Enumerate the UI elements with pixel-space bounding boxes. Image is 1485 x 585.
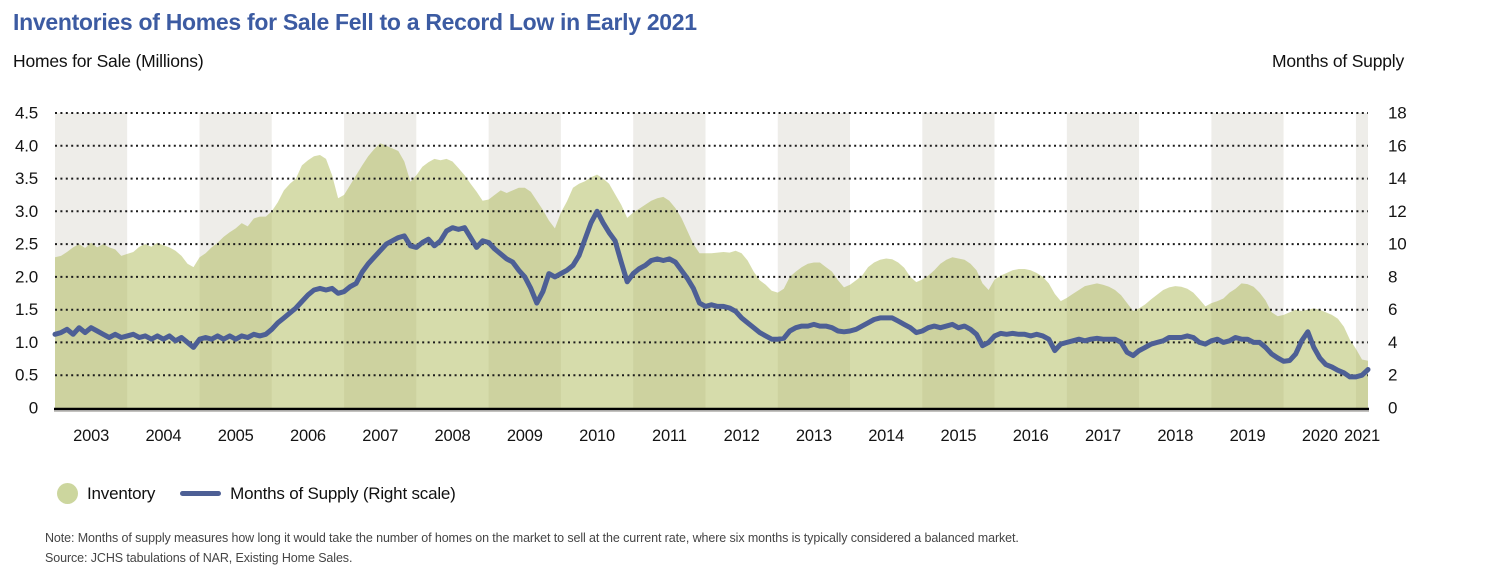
months-of-supply-line [52, 208, 1371, 380]
x-axis-year-label: 2018 [1157, 427, 1193, 445]
year-band-2015 [922, 113, 995, 408]
right-axis-tick: 4 [1388, 333, 1397, 352]
x-axis-year-label: 2003 [73, 427, 109, 445]
left-axis-tick: 0.5 [15, 366, 38, 385]
x-axis-year-label: 2011 [652, 427, 687, 445]
year-band-2018 [1139, 113, 1212, 408]
x-axis-year-label: 2019 [1230, 427, 1266, 445]
x-axis-year-label: 2009 [507, 427, 543, 445]
year-band-2012 [705, 113, 778, 408]
inventory-legend-swatch [57, 483, 78, 504]
note-text: Note: Months of supply measures how long… [45, 531, 1019, 545]
left-axis-tick: 0 [29, 399, 38, 418]
year-band-2021 [1355, 113, 1368, 408]
x-axis-year-label: 2006 [290, 427, 326, 445]
x-axis-year-label: 2012 [724, 427, 760, 445]
x-axis-year-label: 2004 [145, 427, 181, 445]
year-band-2013 [777, 113, 851, 408]
right-axis-tick: 12 [1388, 202, 1407, 221]
left-axis-tick: 3.0 [15, 202, 38, 221]
x-axis-year-label: 2014 [868, 427, 904, 445]
x-axis-year-label: 2016 [1013, 427, 1049, 445]
page-title: Inventories of Homes for Sale Fell to a … [13, 9, 697, 35]
right-axis-tick: 8 [1388, 267, 1397, 286]
year-band-2009 [488, 113, 561, 408]
right-axis-tick: 18 [1388, 104, 1407, 123]
year-band-2017 [1066, 113, 1140, 408]
supply-legend-label: Months of Supply (Right scale) [230, 483, 456, 503]
left-axis-tick: 2.5 [15, 235, 38, 254]
left-axis-tick: 3.5 [15, 169, 38, 188]
x-axis-year-label: 2007 [362, 427, 398, 445]
x-axis-year-label: 2021 [1344, 427, 1380, 445]
x-axis-year-label: 2013 [796, 427, 832, 445]
source-text: Source: JCHS tabulations of NAR, Existin… [45, 551, 353, 565]
right-axis-title: Months of Supply [1271, 51, 1404, 71]
footnotes: Note: Months of supply measures how long… [45, 528, 1019, 568]
right-axis-tick: 16 [1388, 136, 1407, 155]
year-band-2004 [127, 113, 200, 408]
right-axis-tick: 2 [1388, 366, 1397, 385]
right-axis-tick: 14 [1388, 169, 1407, 188]
year-band-2005 [199, 113, 272, 408]
year-band-2014 [850, 113, 923, 408]
chart-legend: Inventory Months of Supply (Right scale) [57, 483, 456, 504]
x-axis-year-label: 2010 [579, 427, 615, 445]
x-axis-year-label: 2008 [435, 427, 471, 445]
x-axis-year-label: 2020 [1302, 427, 1338, 445]
year-band-2003 [55, 113, 128, 408]
year-band-2019 [1211, 113, 1284, 408]
year-band-2008 [416, 113, 489, 408]
left-axis-tick: 4.5 [15, 104, 38, 123]
supply-legend-swatch [180, 491, 222, 496]
inventory-legend-label: Inventory [87, 483, 156, 503]
right-axis-tick: 0 [1388, 399, 1397, 418]
year-band-2016 [994, 113, 1067, 408]
left-axis-tick: 1.0 [15, 333, 38, 352]
left-axis-tick: 4.0 [15, 136, 38, 155]
x-axis-year-label: 2005 [218, 427, 254, 445]
left-axis-title: Homes for Sale (Millions) [13, 51, 204, 71]
year-band-2007 [344, 113, 417, 408]
left-axis-tick: 1.5 [15, 300, 38, 319]
axis-titles-row: Homes for Sale (Millions) Months of Supp… [13, 51, 1404, 72]
year-band-2006 [271, 113, 345, 408]
right-axis-tick: 6 [1388, 300, 1397, 319]
x-axis-year-label: 2015 [940, 427, 976, 445]
x-axis-year-label: 2017 [1085, 427, 1121, 445]
left-axis-tick: 2.0 [15, 267, 38, 286]
right-axis-tick: 10 [1388, 235, 1407, 254]
